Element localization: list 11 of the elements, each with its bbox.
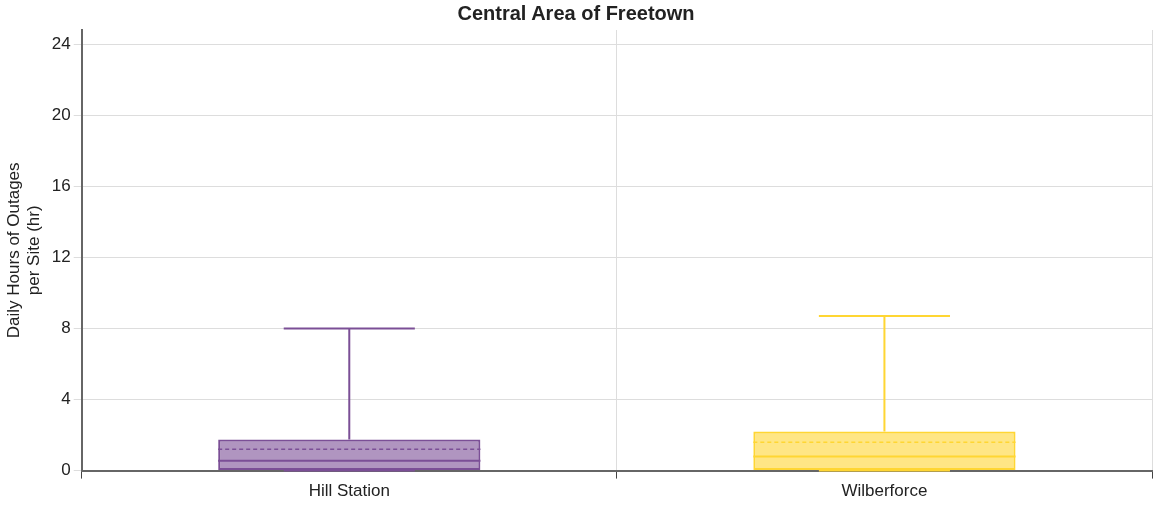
y-tick-label: 12 [51,247,71,267]
x-tick-label: Wilberforce [841,481,928,501]
y-tick-label: 4 [61,389,71,409]
x-tick-label: Hill Station [308,481,390,501]
chart-title: Central Area of Freetown [457,1,695,24]
y-tick-label: 20 [51,104,71,124]
y-axis-title: Daily Hours of Outages per Site (hr) [3,162,44,339]
y-tick-label: 16 [51,176,71,196]
y-tick-label: 0 [61,460,71,480]
y-tick-label: 8 [61,318,71,338]
y-tick-label: 24 [51,33,71,53]
